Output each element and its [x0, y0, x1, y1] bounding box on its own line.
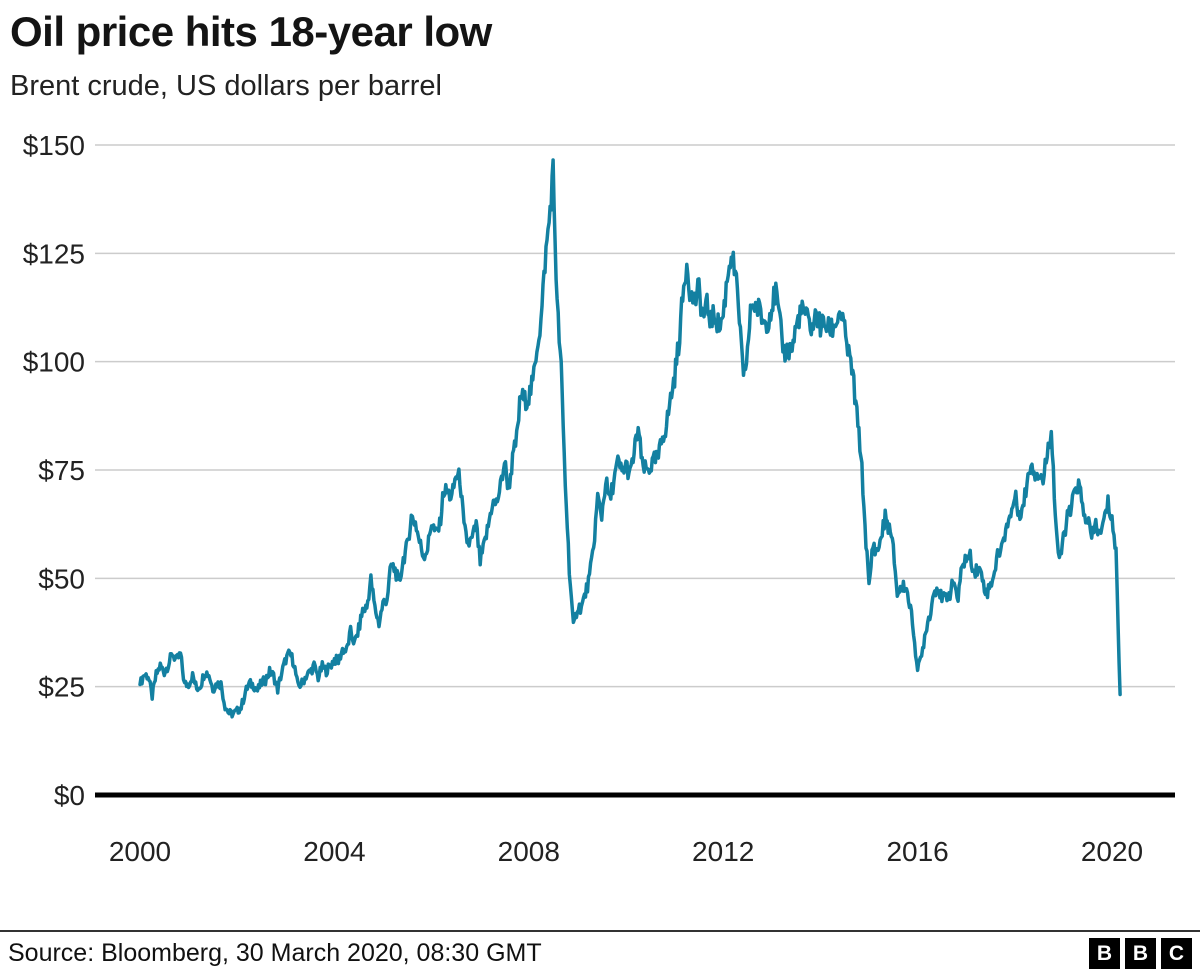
x-tick-label: 2012: [692, 836, 754, 867]
chart-header: Oil price hits 18-year low Brent crude, …: [0, 0, 1200, 103]
y-tick-label: $125: [23, 239, 85, 270]
x-tick-label: 2020: [1081, 836, 1143, 867]
x-tick-label: 2000: [109, 836, 171, 867]
y-tick-label: $50: [38, 564, 85, 595]
brent-crude-line-chart: $0 $25 $50 $75 $100 $125 $150 2000 2004 2008 2012 2…: [23, 130, 1175, 867]
source-attribution: Source: Bloomberg, 30 March 2020, 08:30 …: [8, 939, 542, 967]
bbc-logo-block-b1: B: [1089, 938, 1120, 969]
bbc-logo-block-c: C: [1161, 938, 1192, 969]
page-footer: Source: Bloomberg, 30 March 2020, 08:30 …: [0, 930, 1200, 975]
chart-title: Oil price hits 18-year low: [10, 8, 492, 55]
x-tick-label: 2008: [498, 836, 560, 867]
chart-subtitle: Brent crude, US dollars per barrel: [10, 70, 442, 103]
x-tick-label: 2004: [303, 836, 365, 867]
x-tick-label: 2016: [886, 836, 948, 867]
y-tick-label: $25: [38, 672, 85, 703]
y-tick-label: $150: [23, 130, 85, 161]
y-tick-label: $100: [23, 347, 85, 378]
bbc-logo-block-b2: B: [1125, 938, 1156, 969]
y-tick-label: $0: [54, 780, 85, 811]
brent-crude-price-line: [138, 158, 1122, 719]
y-tick-label: $75: [38, 455, 85, 486]
bbc-logo: B B C: [1089, 938, 1192, 969]
